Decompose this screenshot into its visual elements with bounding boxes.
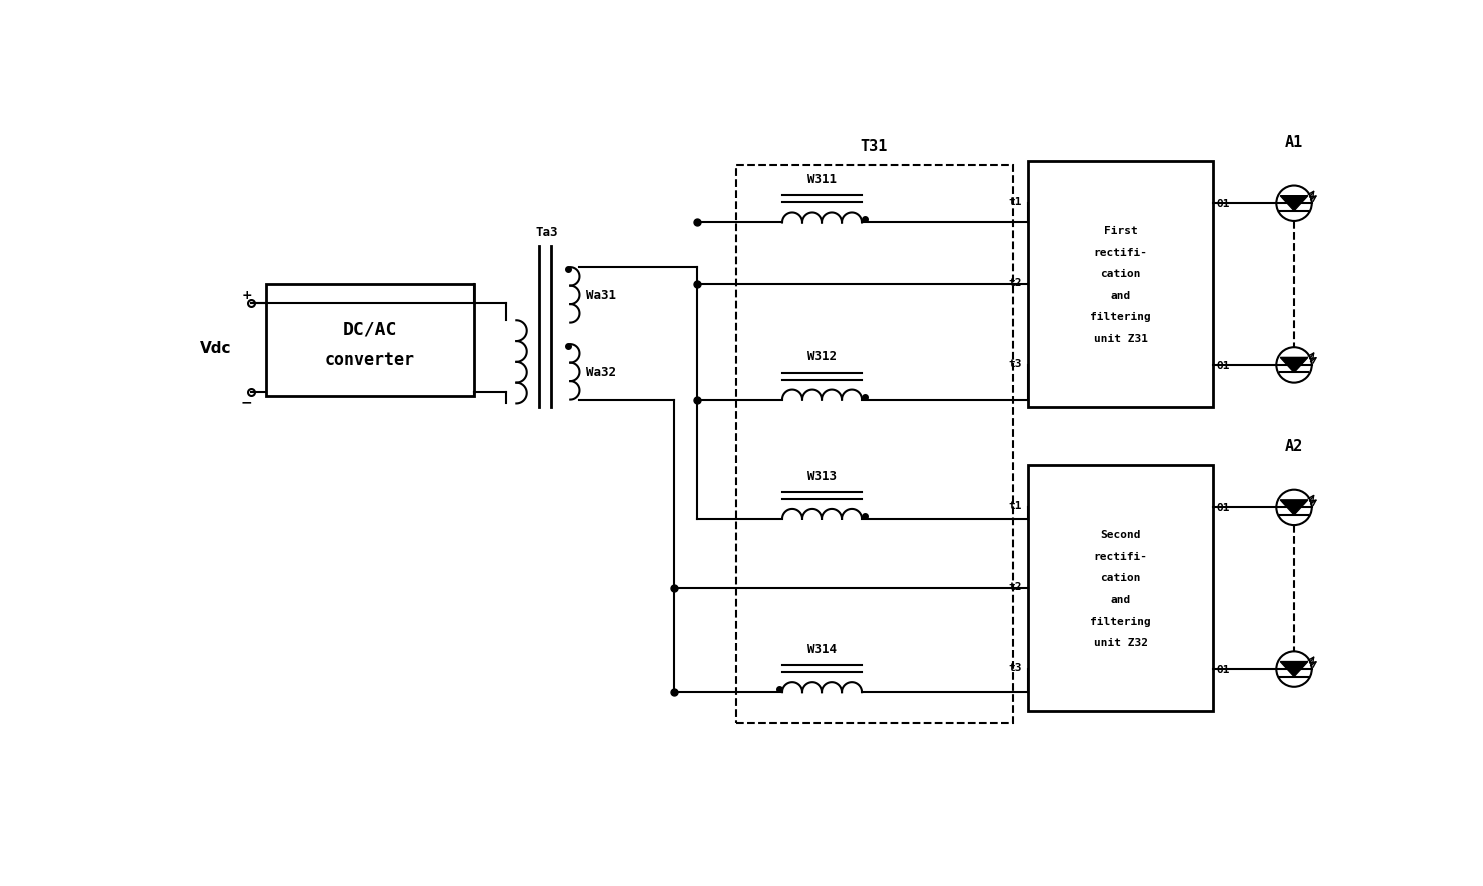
Polygon shape [1280, 662, 1308, 677]
Text: Second: Second [1100, 530, 1140, 540]
Text: First: First [1103, 226, 1137, 236]
Text: −: − [242, 395, 252, 408]
Text: t3: t3 [1008, 358, 1022, 369]
Text: t1: t1 [1008, 501, 1022, 510]
Text: t2: t2 [1008, 277, 1022, 287]
Polygon shape [1280, 501, 1308, 516]
Polygon shape [1280, 197, 1308, 212]
Text: filtering: filtering [1090, 312, 1151, 323]
Text: cation: cation [1100, 269, 1140, 279]
Text: rectifi-: rectifi- [1094, 247, 1148, 258]
Text: T31: T31 [860, 139, 888, 154]
Text: O1: O1 [1216, 199, 1229, 209]
Polygon shape [1280, 358, 1308, 373]
Text: filtering: filtering [1090, 616, 1151, 626]
Text: cation: cation [1100, 573, 1140, 583]
Text: A2: A2 [1284, 439, 1304, 454]
Text: DC/AC: DC/AC [343, 320, 397, 338]
Text: Vdc: Vdc [200, 341, 231, 355]
Text: and: and [1111, 291, 1132, 300]
Text: t1: t1 [1008, 197, 1022, 206]
Bar [265, 284, 475, 396]
Text: unit Z31: unit Z31 [1094, 334, 1148, 344]
Text: W311: W311 [807, 173, 836, 186]
Text: t3: t3 [1008, 662, 1022, 672]
Bar [1028, 162, 1213, 408]
Text: A1: A1 [1284, 136, 1304, 150]
Bar [736, 166, 1013, 723]
Text: rectifi-: rectifi- [1094, 551, 1148, 561]
Text: unit Z32: unit Z32 [1094, 637, 1148, 648]
Text: O1: O1 [1216, 664, 1229, 674]
Text: O1: O1 [1216, 361, 1229, 370]
Text: W314: W314 [807, 642, 836, 655]
Text: t2: t2 [1008, 581, 1022, 591]
Text: Wa32: Wa32 [586, 366, 615, 379]
Text: and: and [1111, 595, 1132, 604]
Text: converter: converter [325, 351, 415, 369]
Text: W313: W313 [807, 469, 836, 482]
Text: W312: W312 [807, 350, 836, 363]
Bar [1028, 465, 1213, 711]
Text: O1: O1 [1216, 503, 1229, 513]
Text: Wa31: Wa31 [586, 289, 615, 302]
Text: Ta3: Ta3 [535, 226, 559, 238]
Text: +: + [242, 289, 252, 301]
